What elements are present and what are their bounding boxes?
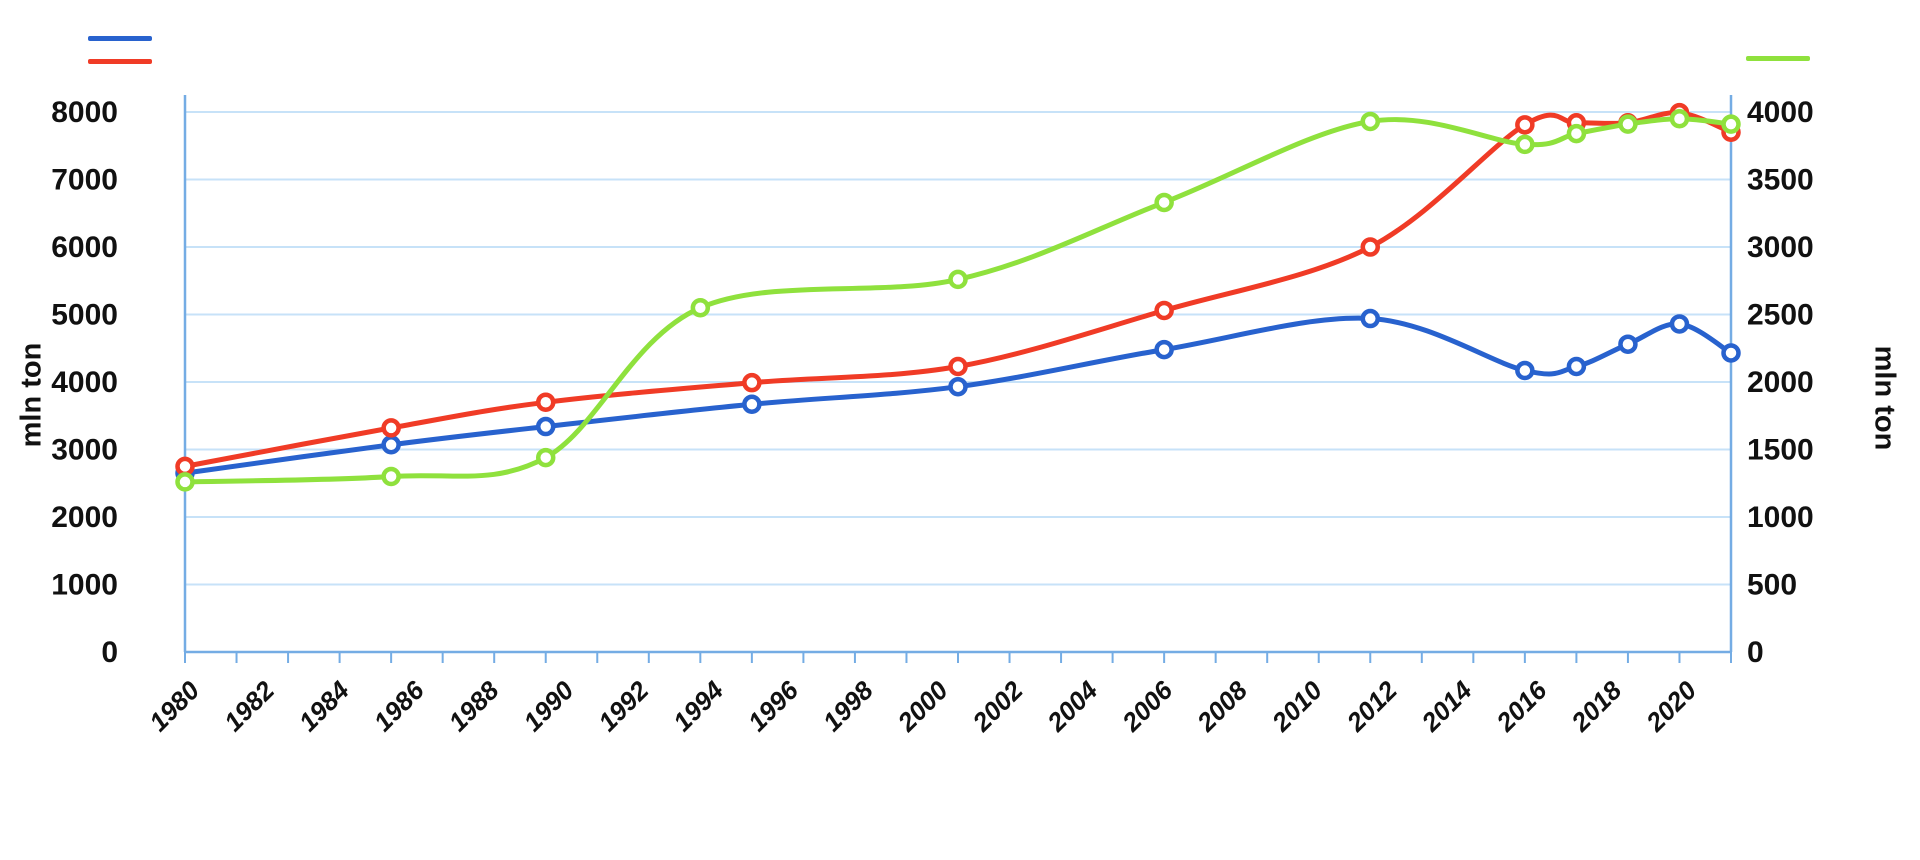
data-point-marker-series-1	[381, 435, 401, 455]
x-axis-tick-label: 1990	[517, 675, 579, 737]
left-axis-tick-label: 4000	[51, 366, 118, 399]
data-point-marker-series-3	[1566, 123, 1587, 144]
right-axis-tick-label: 500	[1747, 569, 1797, 602]
data-point-marker-series-1	[1618, 334, 1638, 354]
data-point-marker-series-3	[1669, 109, 1690, 129]
data-point-marker-series-3	[1154, 192, 1174, 213]
data-point-marker-series-3	[1721, 114, 1741, 134]
right-axis-tick-label: 4000	[1747, 96, 1814, 129]
x-axis-tick-label: 2004	[1041, 675, 1104, 738]
series-line-series-1	[182, 315, 1734, 476]
data-point-marker-series-1	[742, 394, 762, 415]
series-line-series-3	[182, 116, 1734, 485]
left-axis-tick-label: 6000	[51, 231, 118, 264]
x-axis-tick-label: 2000	[891, 675, 954, 738]
x-axis-tick-label: 1994	[667, 675, 729, 737]
right-axis-tick-label: 2500	[1747, 299, 1814, 332]
x-axis-tick-label: 1984	[293, 675, 355, 737]
data-point-marker-series-3	[381, 466, 401, 487]
x-axis-tick-label: 2010	[1265, 675, 1328, 738]
data-point-marker-series-2	[535, 392, 556, 412]
left-axis-tick-label: 8000	[51, 96, 118, 129]
x-axis-tick-label: 2016	[1490, 675, 1553, 738]
legend-left	[88, 36, 152, 64]
data-point-marker-series-3	[690, 298, 711, 318]
right-axis-tick-label: 0	[1747, 636, 1764, 669]
left-axis-tick-label: 7000	[51, 164, 118, 197]
data-point-marker-series-3	[535, 447, 556, 468]
left-axis-tick-label: 3000	[51, 434, 118, 467]
x-axis-tick-label: 2008	[1190, 675, 1253, 738]
data-point-marker-series-3	[1515, 134, 1535, 155]
x-axis-tick-label: 2020	[1639, 675, 1702, 738]
data-point-marker-series-3	[1360, 111, 1381, 132]
data-point-marker-series-1	[1360, 308, 1381, 329]
legend-swatch-series-2	[88, 59, 152, 64]
data-point-marker-series-3	[1618, 114, 1638, 134]
data-point-marker-series-1	[1669, 314, 1690, 334]
data-point-marker-series-2	[948, 356, 968, 377]
x-axis-tick-label: 2014	[1415, 675, 1478, 738]
data-point-marker-series-3	[175, 472, 195, 492]
x-axis-tick-label: 2006	[1115, 675, 1178, 738]
data-point-marker-series-2	[381, 418, 401, 438]
data-point-marker-series-2	[742, 372, 762, 393]
data-point-marker-series-1	[948, 376, 968, 397]
data-point-marker-series-1	[1721, 343, 1741, 363]
data-point-marker-series-1	[1515, 360, 1535, 381]
left-axis-tick-label: 1000	[51, 569, 118, 602]
right-axis-tick-label: 1000	[1747, 501, 1814, 534]
legend-swatch-series-3	[1746, 56, 1810, 61]
data-point-marker-series-2	[1515, 115, 1535, 135]
data-point-marker-series-1	[1154, 339, 1174, 360]
x-axis-tick-label: 1980	[143, 675, 205, 737]
data-point-marker-series-1	[1566, 356, 1587, 377]
series-line-series-2	[182, 110, 1734, 469]
right-axis-tick-label: 2000	[1747, 366, 1814, 399]
x-axis-tick-label: 1992	[592, 675, 654, 737]
legend-right	[1746, 56, 1810, 61]
right-axis-tick-label: 3000	[1747, 231, 1814, 264]
data-point-marker-series-1	[535, 416, 556, 437]
x-axis-tick-label: 1996	[742, 675, 804, 737]
data-point-marker-series-3	[948, 269, 968, 290]
data-point-marker-series-2	[1360, 237, 1381, 257]
right-axis-tick-label: 3500	[1747, 164, 1814, 197]
x-axis-tick-label: 1982	[218, 675, 280, 737]
data-point-marker-series-2	[1154, 300, 1174, 321]
x-axis-tick-label: 2002	[966, 675, 1029, 738]
left-axis-tick-label: 2000	[51, 501, 118, 534]
legend-swatch-series-1	[88, 36, 152, 41]
left-axis-tick-label: 0	[101, 636, 118, 669]
x-axis-tick-label: 2012	[1340, 675, 1403, 738]
data-point-marker-series-2	[175, 456, 195, 477]
x-axis-tick-label: 1988	[443, 675, 505, 737]
x-axis-tick-label: 1986	[368, 675, 430, 737]
left-axis-tick-label: 5000	[51, 299, 118, 332]
x-axis-tick-label: 1998	[817, 675, 879, 737]
x-axis-tick-label: 2018	[1565, 675, 1628, 738]
right-axis-tick-label: 1500	[1747, 434, 1814, 467]
